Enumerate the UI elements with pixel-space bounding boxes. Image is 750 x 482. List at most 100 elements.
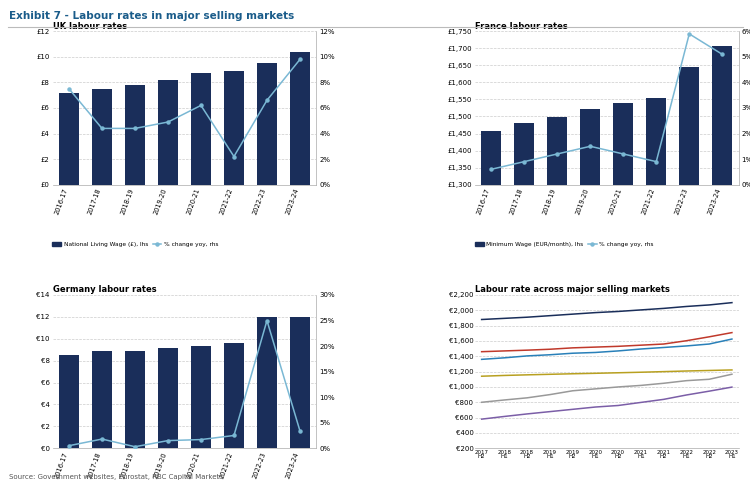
Bar [191, 346, 211, 448]
Bar [712, 46, 732, 482]
Poland [728, 384, 736, 390]
UK [591, 349, 600, 355]
Spain [545, 392, 554, 398]
Bar [191, 73, 211, 185]
Bar [257, 63, 277, 185]
Line: UK: UK [482, 339, 732, 360]
Bar [59, 93, 79, 185]
France [728, 330, 736, 335]
Bar [158, 348, 178, 448]
France [591, 344, 600, 350]
Poland [614, 402, 622, 408]
Line: Germany: Germany [482, 303, 732, 320]
Bar [125, 85, 145, 185]
Spain [659, 380, 668, 386]
Germany [682, 304, 691, 309]
Bar [158, 80, 178, 185]
Germany [728, 300, 736, 306]
Poland [523, 411, 532, 417]
Spain [614, 384, 622, 390]
France [682, 338, 691, 344]
USA [659, 369, 668, 375]
Spain [591, 386, 600, 392]
UK [614, 348, 622, 354]
Poland [500, 414, 509, 419]
Bar [548, 117, 567, 482]
Bar [92, 351, 112, 448]
Bar [614, 103, 633, 482]
Germany [500, 315, 509, 321]
Germany [659, 306, 668, 311]
France [705, 334, 714, 340]
USA [545, 372, 554, 377]
Bar [92, 89, 112, 185]
Spain [728, 371, 736, 377]
Germany [637, 307, 646, 313]
France [637, 342, 646, 348]
Spain [705, 376, 714, 382]
Spain [568, 388, 578, 394]
Germany [591, 310, 600, 316]
France [477, 349, 486, 355]
Text: Germany labour rates: Germany labour rates [53, 285, 156, 294]
Bar [580, 109, 600, 482]
Germany [477, 317, 486, 322]
Germany [614, 308, 622, 314]
Germany [705, 302, 714, 308]
Legend: National Living Wage (£), lhs, % change yoy, rhs: National Living Wage (£), lhs, % change … [50, 240, 220, 249]
UK [637, 346, 646, 352]
Bar [224, 71, 244, 185]
Line: Poland: Poland [482, 387, 732, 419]
UK [705, 341, 714, 347]
Germany [568, 311, 578, 317]
Text: France labour rates: France labour rates [475, 22, 568, 30]
UK [523, 353, 532, 359]
Text: Exhibit 7 - Labour rates in major selling markets: Exhibit 7 - Labour rates in major sellin… [9, 11, 294, 21]
USA [728, 367, 736, 373]
France [500, 348, 509, 354]
Line: Spain: Spain [482, 374, 732, 402]
Poland [477, 416, 486, 422]
Text: Labour rate across major selling markets: Labour rate across major selling markets [475, 285, 670, 294]
Bar [224, 343, 244, 448]
Spain [637, 383, 646, 388]
Spain [500, 397, 509, 403]
Spain [523, 395, 532, 401]
Spain [682, 378, 691, 384]
Text: Source: Government websites, Eurostat, RBC Capital Markets: Source: Government websites, Eurostat, R… [9, 474, 223, 480]
UK [477, 357, 486, 362]
USA [614, 370, 622, 375]
USA [523, 372, 532, 378]
USA [705, 368, 714, 374]
Bar [290, 317, 310, 448]
Poland [591, 404, 600, 410]
Bar [482, 131, 501, 482]
USA [682, 368, 691, 374]
Line: France: France [482, 333, 732, 352]
Bar [59, 355, 79, 448]
Bar [514, 123, 534, 482]
Poland [637, 400, 646, 405]
USA [637, 369, 646, 375]
Poland [545, 409, 554, 415]
UK [500, 355, 509, 361]
Spain [477, 400, 486, 405]
France [614, 344, 622, 349]
Line: USA: USA [482, 370, 732, 376]
Poland [568, 406, 578, 412]
Poland [705, 388, 714, 394]
Bar [290, 52, 310, 185]
France [568, 345, 578, 351]
France [545, 347, 554, 352]
USA [568, 371, 578, 376]
Bar [646, 98, 666, 482]
UK [545, 352, 554, 358]
USA [591, 370, 600, 376]
Bar [680, 67, 699, 482]
Poland [659, 397, 668, 402]
USA [477, 374, 486, 379]
Bar [125, 351, 145, 448]
Poland [682, 392, 691, 398]
Germany [523, 314, 532, 320]
Text: UK labour rates: UK labour rates [53, 22, 127, 30]
